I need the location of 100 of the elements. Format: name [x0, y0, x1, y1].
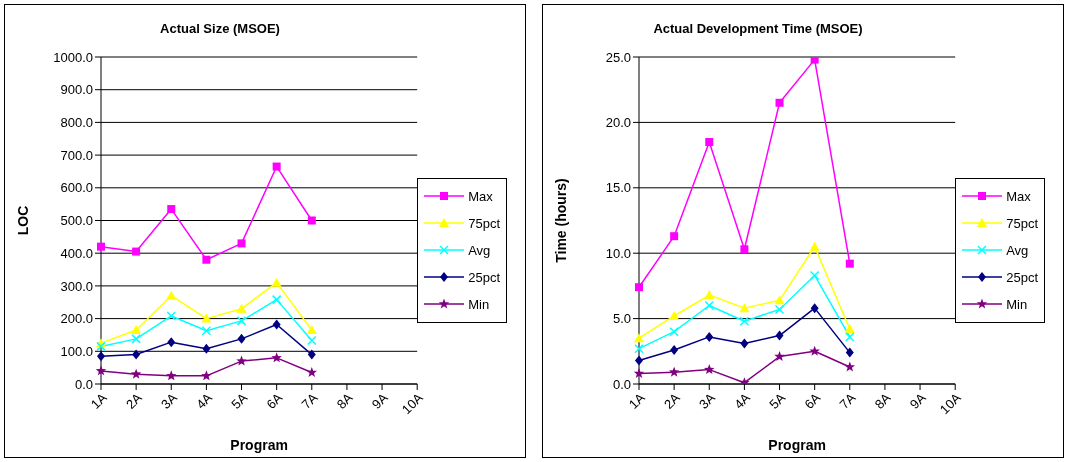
x-tick-label: 9A — [906, 389, 929, 412]
point — [633, 368, 645, 378]
point — [775, 98, 784, 107]
x-tick-label: 6A — [263, 389, 286, 412]
chart-title: Actual Development Time (MSOE) — [652, 21, 864, 36]
point — [809, 241, 820, 251]
legend-label: Avg — [468, 242, 491, 258]
y-tick-label: 10.0 — [605, 245, 631, 261]
point — [202, 343, 211, 354]
point — [634, 333, 644, 343]
point — [774, 351, 785, 361]
point — [201, 325, 212, 336]
x-tick-label: 5A — [766, 389, 789, 412]
point — [739, 316, 750, 326]
point — [775, 330, 784, 341]
point — [167, 205, 176, 214]
point — [704, 300, 715, 311]
x-tick-label: 8A — [333, 389, 356, 412]
x-tick-label: 6A — [801, 389, 824, 412]
x-tick-label: 3A — [158, 389, 181, 412]
x-tick-label: 1A — [87, 389, 110, 412]
point — [237, 333, 246, 344]
chart-title: Actual Size (MSOE) — [159, 21, 281, 36]
y-tick-label: 100.0 — [60, 343, 93, 359]
y-tick-label: 20.0 — [605, 115, 631, 131]
point — [634, 343, 644, 354]
x-tick-label: 7A — [298, 389, 321, 412]
point — [201, 370, 212, 381]
point — [669, 326, 679, 337]
x-axis-title: Program — [230, 437, 288, 453]
x-tick-label: 5A — [228, 389, 251, 412]
point — [670, 232, 679, 241]
point — [272, 162, 281, 171]
point — [131, 334, 141, 344]
y-tick-label: 200.0 — [60, 311, 93, 327]
y-tick-label: 800.0 — [60, 115, 93, 131]
point — [236, 316, 247, 326]
y-tick-label: 0.0 — [612, 376, 631, 392]
point — [271, 352, 282, 363]
point — [166, 370, 177, 381]
point — [130, 368, 142, 379]
point — [809, 270, 820, 281]
y-tick-label: 600.0 — [60, 180, 93, 196]
point — [95, 365, 107, 376]
point — [844, 324, 855, 334]
legend-label: 25pct — [1006, 269, 1038, 285]
legend-label: Min — [468, 296, 490, 312]
y-tick-label: 500.0 — [60, 213, 93, 229]
x-tick-label: 10A — [936, 389, 965, 418]
point — [271, 277, 282, 287]
point — [774, 295, 785, 305]
x-tick-label: 2A — [660, 389, 684, 412]
y-tick-label: 700.0 — [60, 147, 93, 163]
x-tick-label: 1A — [625, 389, 648, 412]
point — [201, 313, 212, 323]
point — [670, 344, 679, 355]
point — [740, 245, 749, 254]
legend-label: 75pct — [468, 215, 500, 231]
point — [635, 283, 643, 292]
y-tick-label: 25.0 — [605, 49, 631, 65]
point — [306, 367, 318, 377]
x-tick-label: 4A — [193, 389, 216, 412]
point — [307, 216, 316, 225]
x-tick-label: 9A — [368, 389, 391, 412]
x-tick-label: 10A — [398, 389, 427, 418]
point — [202, 255, 211, 264]
point — [237, 239, 246, 248]
point — [132, 247, 141, 256]
y-tick-label: 1000.0 — [53, 49, 93, 65]
point — [272, 319, 281, 330]
legend-label: 25pct — [468, 269, 500, 285]
legend-label: Max — [468, 188, 493, 204]
legend-label: Avg — [1006, 242, 1029, 258]
point — [705, 331, 714, 342]
x-axis-title: Program — [768, 437, 826, 453]
point — [810, 57, 819, 64]
point — [704, 290, 715, 300]
legend-label: Min — [1006, 296, 1028, 312]
x-tick-label: 7A — [836, 389, 859, 412]
point — [705, 138, 714, 147]
point — [307, 349, 316, 360]
y-tick-label: 300.0 — [60, 278, 93, 294]
y-tick-label: 900.0 — [60, 82, 93, 98]
point — [271, 294, 282, 305]
x-tick-label: 4A — [731, 389, 754, 412]
point — [774, 304, 785, 315]
point — [739, 303, 750, 313]
y-tick-label: 15.0 — [605, 180, 631, 196]
point — [669, 310, 680, 320]
point — [166, 311, 177, 321]
point — [845, 332, 855, 342]
point — [306, 325, 317, 335]
point — [845, 347, 854, 358]
y-axis-title: Time (hours) — [552, 178, 569, 263]
point — [845, 259, 854, 268]
x-tick-label: 8A — [871, 389, 894, 412]
y-tick-label: 400.0 — [60, 245, 93, 261]
point — [236, 355, 247, 366]
point — [635, 355, 643, 366]
point — [844, 361, 856, 372]
